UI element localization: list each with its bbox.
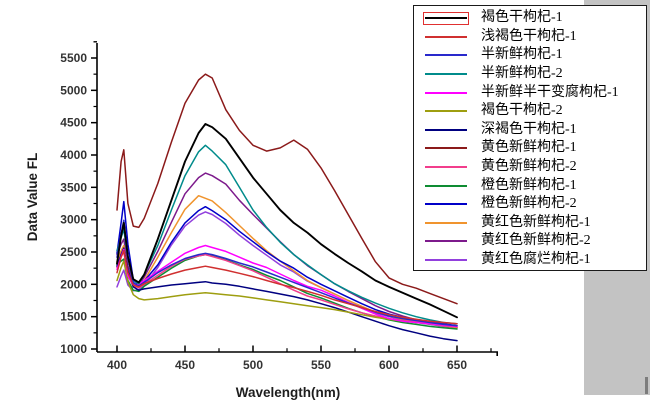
series-line-8[interactable]: [116, 73, 458, 305]
series-curves: [116, 73, 458, 342]
legend-item-label: 黄色新鲜枸杞-2: [481, 159, 577, 175]
legend-line-sample: [423, 254, 469, 267]
legend-item[interactable]: 橙色新鲜枸杞-2: [414, 195, 646, 214]
legend-item-label: 黄红色新鲜枸杞-2: [481, 233, 591, 249]
legend-line-swatch: [425, 17, 467, 20]
x-axis-title: Wavelength(nm): [236, 385, 341, 400]
legend-item[interactable]: 半新鲜半干变腐枸杞-1: [414, 83, 646, 102]
legend-line-sample: [423, 49, 469, 62]
legend-line-sample: [423, 105, 469, 118]
legend-item[interactable]: 黄色新鲜枸杞-2: [414, 158, 646, 177]
legend-line-sample: [423, 86, 469, 99]
y-tick-label: 3500: [60, 180, 87, 194]
legend-line-sample: [423, 216, 469, 229]
legend-line-sample: [423, 161, 469, 174]
legend-item-label: 褐色干枸杞-1: [481, 10, 563, 26]
legend-item-label: 黄红色腐烂枸杞-1: [481, 252, 591, 268]
legend-line-swatch: [425, 240, 467, 243]
y-tick-label: 5500: [60, 51, 87, 65]
legend-line-swatch: [425, 203, 467, 206]
legend-line-swatch: [425, 184, 467, 187]
legend-line-swatch: [425, 54, 467, 57]
legend-item-label: 黄色新鲜枸杞-1: [481, 140, 577, 156]
legend-item[interactable]: 橙色新鲜枸杞-1: [414, 176, 646, 195]
y-tick-label: 1000: [60, 342, 87, 356]
x-tick-label: 550: [311, 358, 331, 372]
y-tick-label: 2000: [60, 277, 87, 291]
legend-line-swatch: [425, 259, 467, 262]
legend-item[interactable]: 黄红色新鲜枸杞-1: [414, 214, 646, 233]
legend-item-label: 橙色新鲜枸杞-1: [481, 177, 577, 193]
y-tick-label: 4500: [60, 116, 87, 130]
legend: 褐色干枸杞-1 浅褐色干枸杞-1 半新鲜枸杞-1 半新鲜枸杞-2 半新鲜半干变腐枸杞-1…: [413, 5, 647, 271]
legend-line-sample-selected: [423, 11, 469, 25]
legend-line-sample: [423, 123, 469, 136]
y-tick-label: 2500: [60, 245, 87, 259]
y-tick-label: 5000: [60, 83, 87, 97]
legend-item[interactable]: 深褐色干枸杞-1: [414, 121, 646, 140]
legend-item[interactable]: 半新鲜枸杞-2: [414, 65, 646, 84]
legend-line-sample: [423, 179, 469, 192]
y-tick-label: 4000: [60, 148, 87, 162]
legend-item-label: 浅褐色干枸杞-1: [481, 28, 577, 44]
legend-item[interactable]: 浅褐色干枸杞-1: [414, 28, 646, 47]
x-tick-label: 600: [379, 358, 399, 372]
legend-item[interactable]: 黄红色腐烂枸杞-1: [414, 251, 646, 270]
legend-item-label: 橙色新鲜枸杞-2: [481, 196, 577, 212]
legend-item-label: 深褐色干枸杞-1: [481, 121, 577, 137]
series-line-4[interactable]: [116, 144, 458, 325]
legend-item-label: 半新鲜枸杞-2: [481, 66, 563, 82]
y-tick-label: 1500: [60, 310, 87, 324]
legend-line-swatch: [425, 91, 467, 94]
legend-item-label: 半新鲜枸杞-1: [481, 47, 563, 63]
legend-line-sample: [423, 68, 469, 81]
series-line-7[interactable]: [116, 247, 458, 342]
legend-line-swatch: [425, 110, 467, 113]
tick-labels: 1000 1500 2000 2500 3000 3500 4000 4500 5000 5500…: [60, 51, 467, 372]
legend-line-swatch: [425, 147, 467, 150]
legend-line-swatch: [425, 35, 467, 38]
legend-item-label: 褐色干枸杞-2: [481, 103, 563, 119]
legend-item[interactable]: 褐色干枸杞-2: [414, 102, 646, 121]
legend-line-sample: [423, 30, 469, 43]
legend-item[interactable]: 半新鲜枸杞-1: [414, 46, 646, 65]
series-line-2[interactable]: [116, 249, 458, 325]
x-tick-label: 650: [447, 358, 467, 372]
y-tick-label: 3000: [60, 213, 87, 227]
x-tick-label: 450: [175, 358, 195, 372]
legend-item-label: 黄红色新鲜枸杞-1: [481, 214, 591, 230]
legend-line-swatch: [425, 128, 467, 131]
legend-line-swatch: [425, 166, 467, 169]
legend-item-label: 半新鲜半干变腐枸杞-1: [481, 84, 619, 100]
legend-line-sample: [423, 235, 469, 248]
series-line-1[interactable]: [116, 123, 458, 319]
series-line-3[interactable]: [116, 219, 458, 327]
legend-line-sample: [423, 198, 469, 211]
legend-line-swatch: [425, 73, 467, 76]
x-tick-label: 500: [243, 358, 263, 372]
legend-item[interactable]: 黄红色新鲜枸杞-2: [414, 232, 646, 251]
legend-line-swatch: [425, 221, 467, 224]
y-axis-title: Data Value FL: [25, 153, 40, 242]
legend-item[interactable]: 褐色干枸杞-1: [414, 9, 646, 28]
legend-item[interactable]: 黄色新鲜枸杞-1: [414, 139, 646, 158]
x-tick-label: 400: [107, 358, 127, 372]
scrollbar-sliver[interactable]: [645, 377, 648, 394]
axes: [91, 41, 499, 356]
legend-line-sample: [423, 142, 469, 155]
series-line-9[interactable]: [116, 251, 458, 328]
